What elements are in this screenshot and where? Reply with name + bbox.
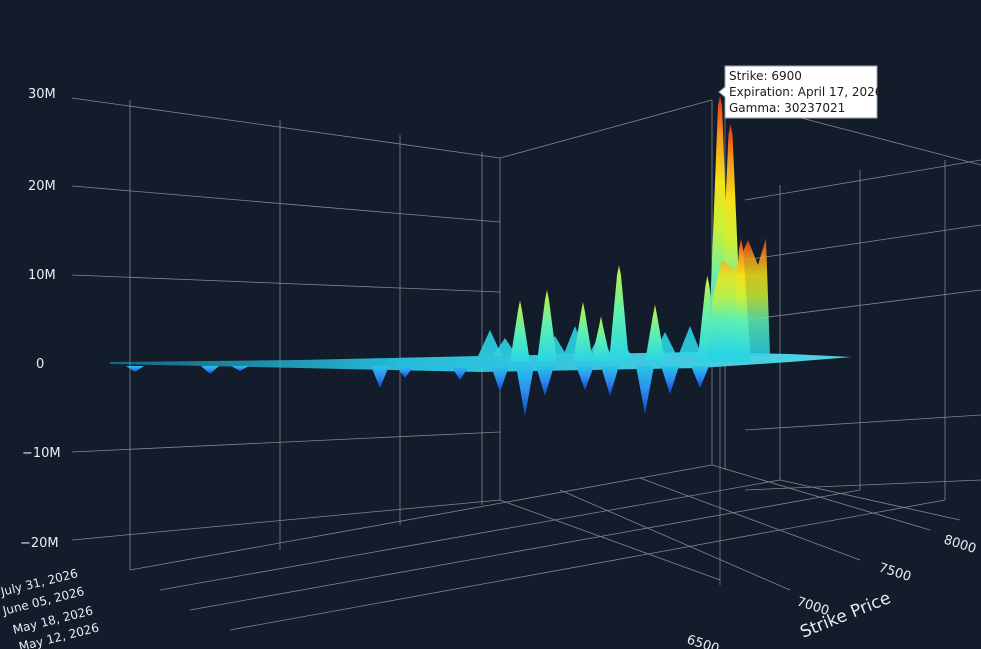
gamma-peak[interactable] bbox=[609, 265, 629, 362]
surface-dip bbox=[231, 366, 249, 371]
surface-dip bbox=[601, 366, 619, 396]
floor-line-2 bbox=[159, 479, 781, 591]
z-tick-label: −20M bbox=[20, 536, 59, 551]
hover-line-expiration: Expiration: April 17, 2026 bbox=[729, 85, 882, 99]
grid-line-z-20m bbox=[71, 185, 501, 223]
floor-depth-1 bbox=[499, 499, 721, 581]
surface-bump bbox=[678, 326, 702, 356]
grid-line-z-10m bbox=[71, 274, 501, 293]
surface-dip bbox=[371, 366, 389, 388]
strike-tick-label: 7500 bbox=[877, 561, 913, 585]
hover-box bbox=[718, 65, 878, 119]
surface-dip bbox=[126, 366, 144, 372]
surface-dip bbox=[451, 366, 469, 380]
z-tick-label: −10M bbox=[22, 446, 61, 461]
hover-line-gamma: Gamma: 30237021 bbox=[729, 101, 845, 115]
surface-dip bbox=[661, 366, 679, 394]
gamma-peak[interactable] bbox=[537, 289, 557, 362]
grid-line-right-zn20 bbox=[744, 479, 981, 491]
surface-dip bbox=[576, 366, 594, 390]
gamma-peak[interactable] bbox=[573, 302, 593, 362]
floor-line-4 bbox=[229, 499, 946, 631]
grid-line-top-back bbox=[499, 99, 713, 159]
surface-dip bbox=[516, 366, 534, 416]
surface-dip bbox=[201, 366, 219, 374]
surface-bump bbox=[478, 330, 502, 356]
surface-dip bbox=[691, 366, 709, 388]
hover-tooltip: Strike: 6900 Expiration: April 17, 2026 … bbox=[718, 65, 882, 119]
z-axis-ticks: 30M 20M 10M 0 −10M −20M bbox=[20, 87, 61, 551]
floor-depth-3 bbox=[639, 477, 861, 561]
grid-line-right-z10 bbox=[744, 289, 981, 321]
gamma-peak[interactable] bbox=[510, 300, 530, 362]
surface-dip bbox=[396, 366, 414, 378]
strike-tick-label: 8000 bbox=[942, 533, 978, 557]
gamma-peak[interactable] bbox=[645, 304, 665, 362]
surface-dip bbox=[536, 366, 554, 396]
grid-line-right-zn10 bbox=[744, 414, 981, 431]
gamma-peak[interactable] bbox=[591, 316, 611, 362]
grid-line-right-z30 bbox=[744, 159, 981, 201]
z-tick-label: 10M bbox=[28, 268, 56, 283]
grid-line-right-z20 bbox=[744, 224, 981, 261]
z-tick-label: 20M bbox=[28, 179, 56, 194]
strike-tick-label: 6500 bbox=[685, 633, 721, 649]
surface-dip bbox=[491, 366, 509, 392]
floor-line-3 bbox=[189, 489, 861, 611]
hover-line-strike: Strike: 6900 bbox=[729, 69, 802, 83]
grid-line-z-neg10m bbox=[71, 431, 501, 453]
floor-depth-2 bbox=[559, 489, 791, 591]
z-tick-label: 0 bbox=[36, 357, 44, 372]
floor-depth-5 bbox=[779, 479, 961, 521]
floor-line-1 bbox=[129, 464, 713, 571]
strike-axis-title: Strike Price bbox=[797, 588, 893, 642]
gamma-surface[interactable] bbox=[110, 95, 852, 416]
grid-line-z-30m bbox=[71, 97, 501, 159]
surface-hump bbox=[706, 238, 770, 356]
z-tick-label: 30M bbox=[28, 87, 56, 102]
surface-bump bbox=[493, 338, 517, 356]
surface-dip bbox=[636, 366, 654, 414]
floor-depth-4 bbox=[711, 464, 931, 531]
grid-line-z-neg20m bbox=[71, 499, 501, 541]
